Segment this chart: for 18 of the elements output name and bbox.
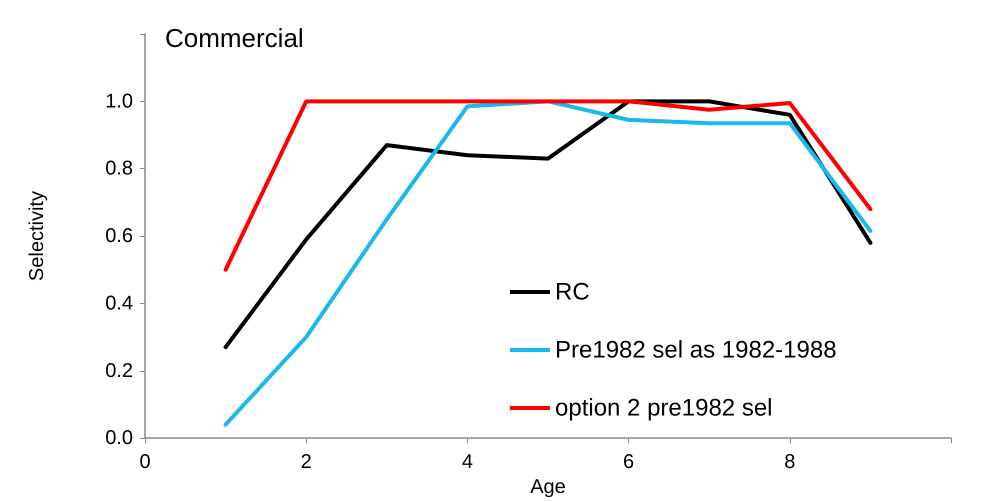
y-tick-label: 1.0: [105, 90, 133, 112]
legend-label: Pre1982 sel as 1982-1988: [555, 336, 837, 364]
x-tick-label: 0: [139, 451, 151, 474]
x-axis-title: Age: [530, 476, 566, 498]
y-tick-label: 0.6: [105, 225, 133, 248]
y-axis-title: Selectivity: [26, 191, 48, 282]
y-tick-label: 0.4: [105, 292, 133, 314]
y-tick-label: 0.2: [105, 360, 133, 382]
legend-label: option 2 pre1982 sel: [555, 394, 772, 422]
y-tick-label: 0.0: [105, 427, 133, 450]
x-tick-label: 6: [623, 451, 634, 474]
x-tick-label: 8: [784, 451, 796, 474]
y-tick-label: 0.8: [105, 158, 133, 180]
x-tick-label: 4: [462, 451, 473, 474]
legend-label: RC: [555, 278, 590, 306]
line-series: [224, 99, 872, 272]
x-tick-label: 2: [300, 451, 312, 474]
chart-title: Commercial: [165, 23, 304, 53]
